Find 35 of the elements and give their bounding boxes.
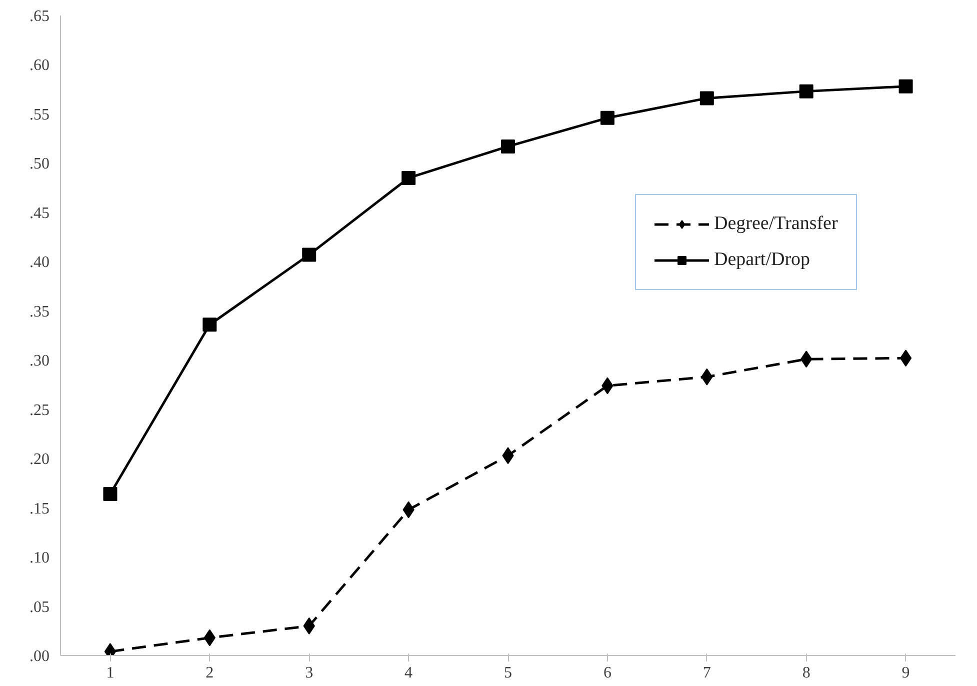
point (600, 110, 614, 125)
x-tick-label: 1 (106, 664, 114, 682)
x-tick-label: 3 (305, 664, 314, 682)
x-tick-label: 5 (504, 664, 512, 682)
y-tick-label: .00 (30, 648, 50, 665)
point (103, 487, 118, 502)
legend-label: Degree/Transfer (714, 213, 838, 235)
y-tick-label: .10 (30, 550, 50, 567)
y-tick-label: .45 (30, 204, 50, 222)
point (302, 248, 316, 262)
y-tick-label: .55 (30, 106, 50, 124)
x-tick-label: 4 (404, 664, 413, 682)
x-tick-label: 8 (802, 664, 810, 682)
y-tick-label: .15 (30, 500, 50, 518)
y-tick-label: .25 (30, 402, 50, 419)
x-tick-label: 9 (902, 664, 910, 682)
y-tick-label: .35 (30, 303, 50, 320)
point (501, 139, 515, 154)
y-tick-label: .65 (30, 8, 50, 25)
point (898, 79, 913, 94)
x-tick-label: 7 (702, 664, 711, 682)
point (799, 84, 814, 98)
point (202, 318, 217, 332)
point (402, 170, 416, 185)
y-tick-label: .30 (30, 352, 50, 370)
point (700, 91, 714, 106)
y-tick-label: .20 (30, 451, 50, 468)
x-tick-label: 6 (603, 664, 612, 682)
y-tick-label: .60 (30, 57, 50, 74)
x-tick-label: 2 (206, 664, 214, 682)
point (900, 350, 912, 367)
y-tick-label: .40 (30, 254, 50, 272)
legend-label: Depart/Drop (714, 249, 810, 271)
y-tick-label: .05 (30, 598, 50, 616)
y-tick-label: .50 (30, 156, 50, 173)
